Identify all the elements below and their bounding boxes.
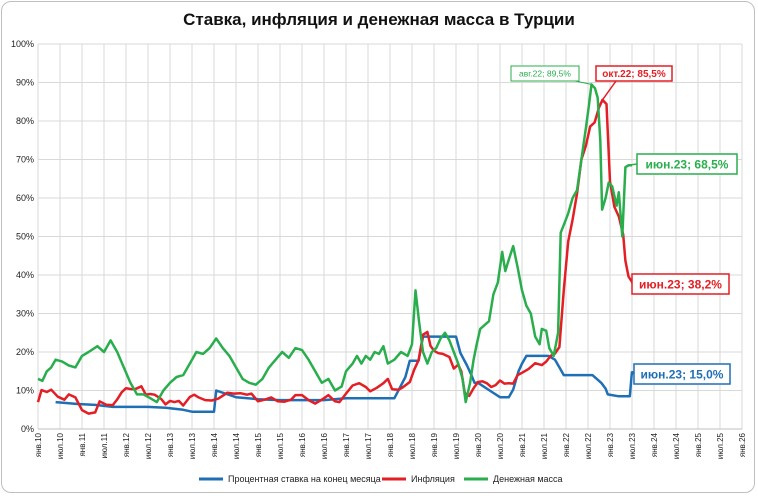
x-tick-label: июл.19: [452, 432, 461, 459]
series-line-2: [37, 83, 632, 404]
x-tick-label: янв.26: [738, 432, 747, 457]
legend-label-2: Денежная масса: [493, 474, 563, 484]
x-tick-label: янв.10: [34, 432, 43, 457]
y-tick-label: 100%: [11, 39, 34, 49]
y-tick-label: 20%: [16, 347, 34, 357]
annotation-box: [595, 65, 673, 82]
x-tick-label: июл.20: [496, 432, 505, 459]
chart-title: Ставка, инфляция и денежная масса в Турц…: [183, 10, 575, 29]
x-tick-label: янв.24: [650, 432, 659, 457]
x-tick-label: июл.23: [628, 432, 637, 459]
x-tick-label: янв.25: [694, 432, 703, 457]
x-tick-label: янв.21: [518, 432, 527, 457]
x-tick-label: янв.18: [386, 432, 395, 457]
y-tick-label: 60%: [16, 193, 34, 203]
x-tick-label: июл.10: [56, 432, 65, 459]
x-tick-label: янв.22: [562, 432, 571, 457]
x-tick-label: июл.14: [232, 432, 241, 459]
y-tick-label: 0%: [21, 424, 34, 434]
annotation-label: авг.22; 89,5%: [519, 69, 571, 79]
x-tick-label: июл.11: [100, 432, 109, 458]
series-line-0: [55, 335, 634, 413]
annotation-label: окт.22; 85,5%: [602, 69, 666, 80]
annotation-label: июн.23; 38,2%: [639, 277, 722, 291]
y-tick-label: 90%: [16, 78, 34, 88]
x-tick-label: янв.23: [606, 432, 615, 457]
x-tick-label: июл.22: [584, 432, 593, 459]
y-tick-label: 70%: [16, 155, 34, 165]
x-tick-label: июл.15: [276, 432, 285, 459]
x-tick-label: июл.16: [320, 432, 329, 459]
y-tick-label: 10%: [16, 386, 34, 396]
x-tick-label: июл.18: [408, 432, 417, 459]
annotation-leader: [628, 163, 638, 167]
legend-label-1: Инфляция: [411, 474, 455, 484]
x-tick-label: июл.17: [364, 432, 373, 459]
x-tick-label: янв.13: [166, 432, 175, 457]
annotation-box: [633, 363, 731, 385]
x-tick-label: июл.21: [540, 432, 549, 459]
x-tick-label: янв.14: [210, 432, 219, 457]
x-tick-label: янв.19: [430, 432, 439, 457]
y-tick-label: 40%: [16, 270, 34, 280]
annotation-label: июн.23; 68,5%: [646, 157, 729, 171]
x-tick-label: июл.25: [716, 432, 725, 459]
annotation-leader: [601, 80, 617, 101]
legend-label-0: Процентная ставка на конец месяца: [228, 474, 381, 484]
annotation-box: [636, 153, 738, 175]
x-tick-label: июл.13: [188, 432, 197, 459]
x-tick-label: янв.12: [122, 432, 131, 457]
series-line-1: [36, 98, 634, 415]
x-tick-label: янв.17: [342, 432, 351, 457]
x-tick-label: июл.24: [672, 432, 681, 459]
annotation-box: [510, 65, 580, 82]
x-tick-label: янв.20: [474, 432, 483, 457]
y-tick-label: 30%: [16, 309, 34, 319]
annotation-box: [631, 273, 730, 295]
y-tick-label: 80%: [16, 116, 34, 126]
x-tick-label: янв.15: [254, 432, 263, 457]
annotation-label: июн.23; 15,0%: [641, 367, 724, 381]
x-tick-label: июл.12: [144, 432, 153, 459]
y-tick-label: 50%: [16, 232, 34, 242]
x-tick-label: янв.11: [78, 432, 87, 456]
x-tick-label: янв.16: [298, 432, 307, 457]
annotation-leader: [574, 80, 592, 85]
